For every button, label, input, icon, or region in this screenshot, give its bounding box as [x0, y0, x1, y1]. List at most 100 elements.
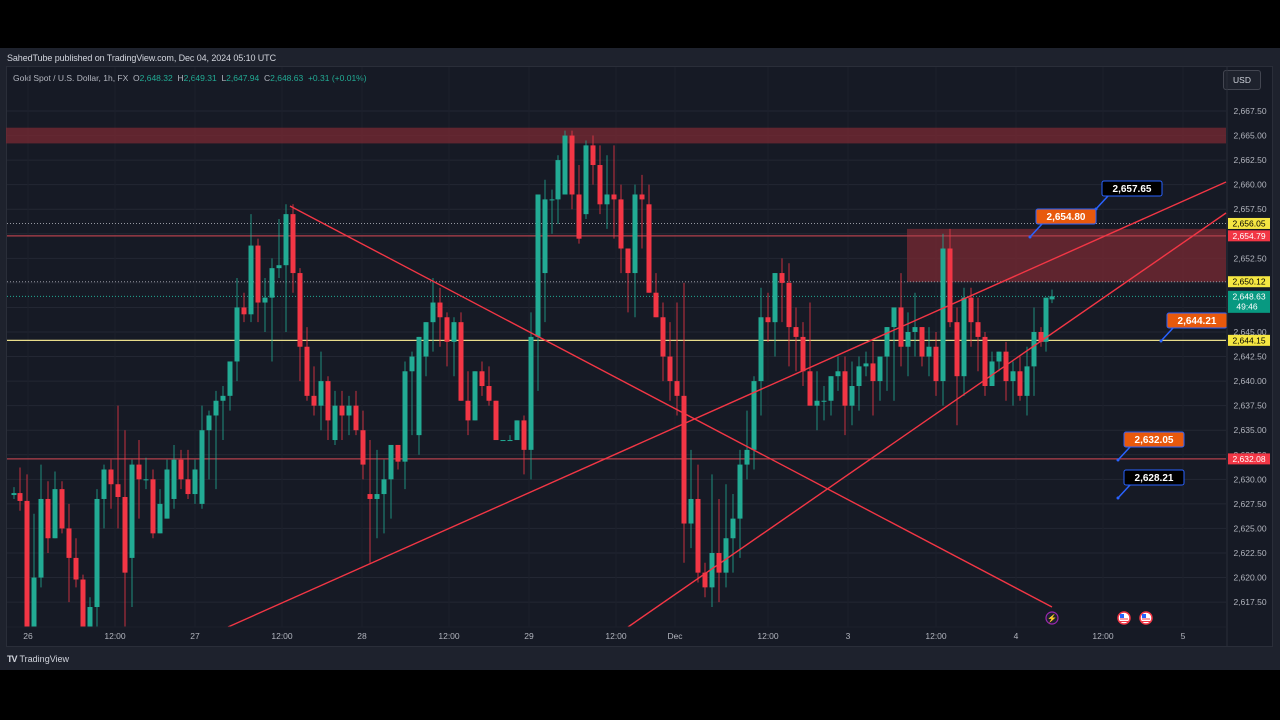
tradingview-logo[interactable]: TV TradingView — [7, 654, 69, 664]
time-tick-label: 29 — [524, 631, 534, 641]
candle-body — [835, 371, 841, 377]
candle-body — [115, 484, 121, 498]
callout-anchor — [1116, 496, 1120, 500]
price-tick-label: 2,662.50 — [1233, 155, 1266, 165]
candle-body — [975, 322, 981, 337]
candle-body — [576, 194, 582, 239]
candle-body — [346, 405, 352, 416]
candle-body — [171, 459, 177, 499]
candle-body — [842, 371, 848, 406]
trendline[interactable] — [627, 212, 1227, 628]
candle-body — [716, 552, 722, 573]
callout-pointer — [1160, 327, 1174, 342]
candle-body — [604, 194, 610, 205]
candle-body — [905, 331, 911, 347]
candle-body — [479, 371, 485, 387]
supply-zone[interactable] — [6, 127, 1226, 144]
candle-body — [814, 400, 820, 406]
tradingview-brand: TradingView — [19, 654, 70, 664]
candle-body — [220, 395, 226, 401]
tradingview-snapshot: SahedTube published on TradingView.com, … — [0, 48, 1280, 670]
candle-body — [164, 469, 170, 519]
supply-zone[interactable] — [907, 228, 1226, 282]
candle-body — [31, 577, 37, 627]
time-tick-label: 3 — [846, 631, 851, 641]
open-value: 2,648.32 — [139, 73, 173, 83]
price-tick-label: 2,645.00 — [1233, 327, 1266, 337]
trendline[interactable] — [289, 205, 1053, 608]
candle-body — [325, 381, 331, 421]
flag-canton — [1120, 614, 1124, 618]
change-value: +0.31 (+0.01%) — [307, 73, 367, 83]
price-tick-label: 2,617.50 — [1233, 597, 1266, 607]
candle-body — [961, 297, 967, 377]
candle-body — [388, 444, 394, 480]
time-tick-label: Dec — [667, 631, 683, 641]
candle-body — [947, 248, 953, 323]
price-callout[interactable] — [1035, 208, 1097, 225]
time-tick-label: 12:00 — [104, 631, 126, 641]
candle-body — [863, 363, 869, 367]
price-tick-label: 2,635.00 — [1233, 425, 1266, 435]
candle-body — [24, 500, 30, 627]
trendline[interactable] — [227, 181, 1227, 628]
candle-body — [185, 479, 191, 495]
time-tick-label: 28 — [357, 631, 367, 641]
candle-body — [262, 297, 268, 303]
countdown-timer: 49:46 — [1236, 301, 1258, 311]
candle-body — [66, 528, 72, 558]
price-label-value: 2,644.15 — [1232, 335, 1265, 345]
lightning-icon[interactable] — [1045, 611, 1059, 625]
candle-body — [681, 395, 687, 524]
candle-body — [269, 268, 275, 298]
candle-body — [639, 194, 645, 200]
candle-body — [618, 199, 624, 249]
price-tick-label: 2,665.00 — [1233, 131, 1266, 141]
candle-body — [297, 273, 303, 347]
candle-body — [367, 494, 373, 499]
candle-body — [129, 464, 135, 558]
candle-body — [702, 572, 708, 588]
candle-body — [807, 371, 813, 406]
candle-body — [437, 302, 443, 318]
callout-anchor — [1028, 235, 1032, 239]
candle-body — [45, 498, 51, 539]
candle-body — [912, 327, 918, 332]
time-tick-label: 12:00 — [438, 631, 460, 641]
candle-body — [1038, 331, 1044, 342]
price-label-value: 2,656.05 — [1232, 218, 1265, 228]
price-label-badge — [1228, 290, 1270, 313]
candle-body — [535, 194, 541, 337]
candle-body — [276, 265, 282, 269]
candle-body — [828, 376, 834, 401]
candle-body — [157, 503, 163, 534]
candle-body — [919, 327, 925, 357]
time-tick-label: 12:00 — [757, 631, 779, 641]
candle-body — [968, 297, 974, 323]
candle-body — [395, 444, 401, 462]
candle-body — [884, 327, 890, 357]
callout-label: 2,657.65 — [1113, 184, 1152, 195]
candle-body — [332, 405, 338, 441]
price-callout[interactable] — [1123, 469, 1185, 486]
candle-body — [234, 307, 240, 362]
candle-body — [507, 440, 513, 442]
currency-button[interactable]: USD — [1223, 70, 1261, 90]
price-label-value: 2,632.08 — [1232, 454, 1265, 464]
candle-body — [318, 381, 324, 406]
price-callout[interactable] — [1101, 180, 1163, 197]
low-value: 2,647.94 — [226, 73, 260, 83]
candle-body — [765, 317, 771, 323]
time-tick-label: 5 — [1181, 631, 1186, 641]
candle-body — [521, 420, 527, 450]
candle-body — [255, 245, 261, 303]
candle-body — [353, 405, 359, 431]
candle-body — [800, 336, 806, 372]
price-tick-label: 2,622.50 — [1233, 548, 1266, 558]
candle-body — [360, 430, 366, 465]
price-tick-label: 2,652.50 — [1233, 253, 1266, 263]
price-callout[interactable] — [1123, 431, 1185, 448]
candle-body — [178, 459, 184, 480]
candle-body — [611, 194, 617, 200]
